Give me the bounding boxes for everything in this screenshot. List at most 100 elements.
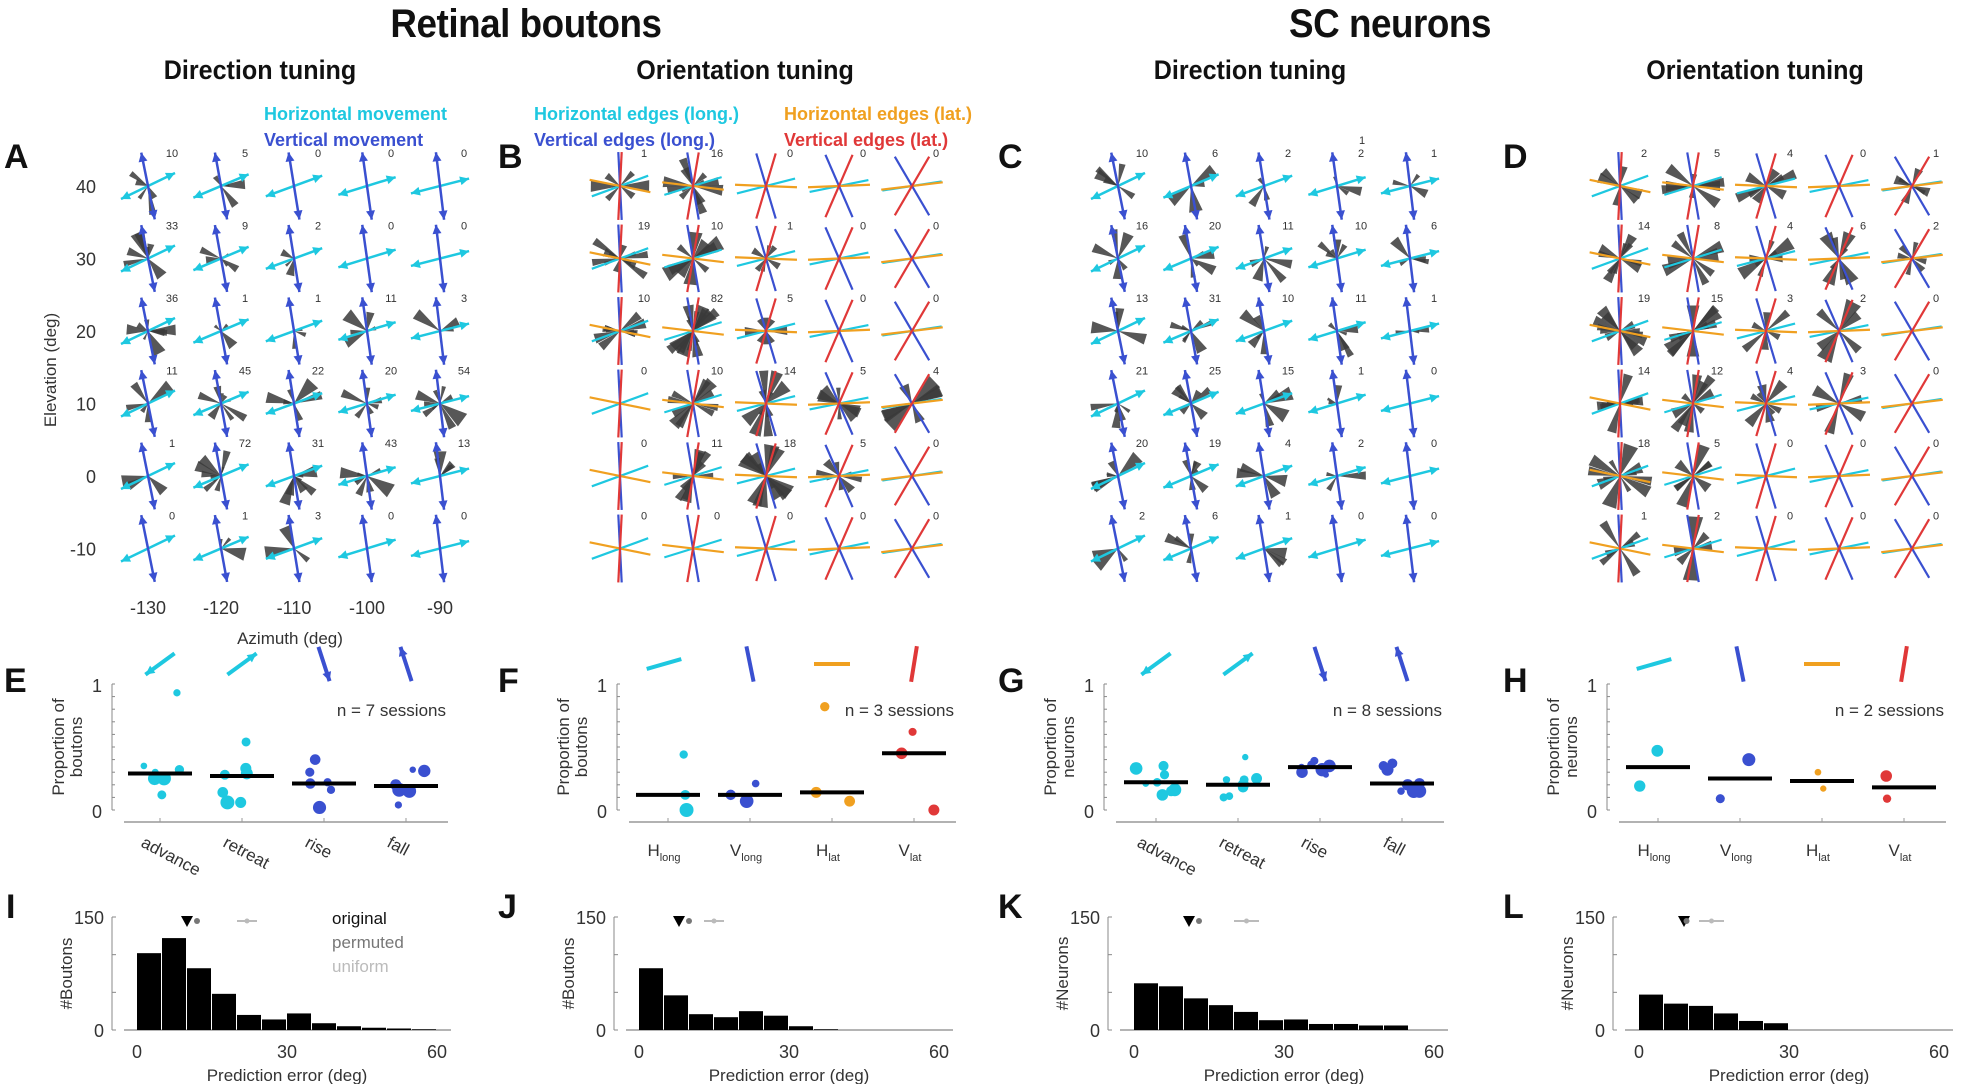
arrowhead [285, 514, 295, 525]
v-lat-edge [617, 441, 623, 511]
cell-count-label: 11 [711, 438, 722, 450]
histogram-bar [1764, 1023, 1788, 1030]
rose-petal [1180, 324, 1191, 331]
arrowhead [1163, 262, 1174, 271]
rose-petal [415, 390, 440, 404]
arrowhead [338, 550, 349, 560]
arrowhead [1429, 321, 1440, 331]
arrowhead [312, 174, 323, 184]
cell-count-label: 6 [1860, 221, 1866, 233]
cell-count-label: 0 [461, 221, 467, 233]
arrowhead [1336, 427, 1345, 438]
rose-petal [1191, 386, 1212, 404]
rose-petal [1094, 168, 1118, 186]
rose-petal [1693, 380, 1709, 404]
x-tick-label: 30 [1779, 1042, 1799, 1062]
permuted-median-marker [686, 918, 692, 924]
rose-petal [130, 381, 148, 404]
cell-count-label: 33 [166, 221, 178, 233]
rose-petal [766, 380, 791, 404]
panel-letter-d: D [1503, 138, 1528, 176]
arrowhead [293, 282, 303, 293]
rose-petal [1673, 476, 1693, 492]
arrowhead [212, 152, 221, 163]
vertical-movement-axis [361, 369, 373, 438]
rose-petal [693, 242, 719, 259]
cell-count-label: 19 [1638, 293, 1650, 305]
arrowhead [1090, 481, 1102, 490]
v-lat-edge [1893, 156, 1931, 216]
rose-petal [1607, 403, 1620, 434]
cell-D-4-2: 0 [1734, 438, 1798, 509]
rose-petal [294, 548, 311, 563]
arrowhead [459, 248, 470, 258]
arrowhead [1108, 442, 1118, 453]
arrowhead [1182, 515, 1191, 525]
rose-petal [1264, 548, 1288, 566]
rose-petal [221, 547, 247, 561]
y-tick-label: 0 [1587, 802, 1597, 822]
arrowhead [148, 499, 158, 510]
arrowhead [285, 297, 295, 308]
scatter-panel-h: 1 0 Proportion of neurons n = 2 sessions Hlon… [1544, 645, 1946, 864]
cell-count-label: 2 [1641, 148, 1647, 160]
uniform-median-marker [1244, 918, 1249, 924]
rose-petal [440, 464, 454, 476]
panel-letter-e: E [4, 662, 27, 700]
v-lat-edge [1686, 369, 1700, 438]
rose-petal [1677, 403, 1693, 427]
cell-count-label: 0 [1933, 511, 1939, 523]
v-lat-edge [755, 515, 777, 582]
cell-B-4-2: 18 [734, 438, 798, 509]
histogram-bar [237, 1014, 261, 1030]
cell-count-label: 0 [1860, 511, 1866, 523]
arrowhead [1263, 499, 1273, 510]
v-lat-edge [1686, 224, 1700, 293]
arrowhead [1402, 297, 1412, 307]
rose-petal [1191, 319, 1204, 331]
arrowhead [1282, 174, 1293, 184]
scatter-panel-e: 1 0 Proportion of boutons n = 7 sessions adva… [49, 646, 448, 880]
subtitle-direction-left: Direction tuning [163, 55, 357, 85]
histogram-bar [1234, 1011, 1258, 1030]
cell-count-label: 2 [1285, 148, 1291, 160]
arrowhead [238, 246, 249, 255]
cell-count-label: 10 [1136, 148, 1148, 160]
data-point [217, 787, 229, 798]
rose-petal [1766, 309, 1791, 331]
rose-petal [205, 256, 221, 264]
arrowhead [410, 549, 421, 559]
cell-B-5-1: 0 [662, 511, 724, 583]
cell-count-label: 0 [860, 148, 866, 160]
arrowhead [438, 427, 448, 438]
vertical-movement-axis [361, 224, 373, 293]
y-axis-label: #Neurons [1558, 937, 1577, 1011]
data-point [220, 795, 235, 810]
arrowhead [410, 186, 421, 196]
y-tick-label: 0 [94, 1021, 104, 1041]
arrowhead [1355, 392, 1366, 402]
vertical-movement-axis [1404, 514, 1416, 583]
x-tick-label: -130 [130, 598, 166, 618]
arrowhead [1429, 538, 1440, 548]
cell-count-label: 2 [1139, 511, 1145, 523]
cell-count-label: 43 [385, 438, 397, 450]
rose-petal [693, 186, 706, 206]
arrowhead [1380, 476, 1391, 486]
rose-petal [766, 331, 775, 344]
rose-petal [1693, 258, 1715, 277]
arrowhead [265, 261, 276, 270]
y-axis-label: Proportion of [1041, 698, 1060, 796]
cell-A-3-4: 54 [410, 366, 470, 438]
rose-petal [881, 403, 912, 423]
rose-petal [221, 403, 248, 422]
arrowhead [1134, 462, 1146, 471]
arrowhead [1163, 480, 1174, 489]
cell-B-3-2: 14 [734, 366, 798, 437]
cell-count-label: 1 [242, 293, 248, 305]
cell-count-label: 1 [1431, 148, 1437, 160]
x-tick-label: -100 [349, 598, 385, 618]
arrowhead [312, 537, 323, 546]
rose-petal [1118, 451, 1143, 476]
arrowhead [312, 319, 323, 329]
